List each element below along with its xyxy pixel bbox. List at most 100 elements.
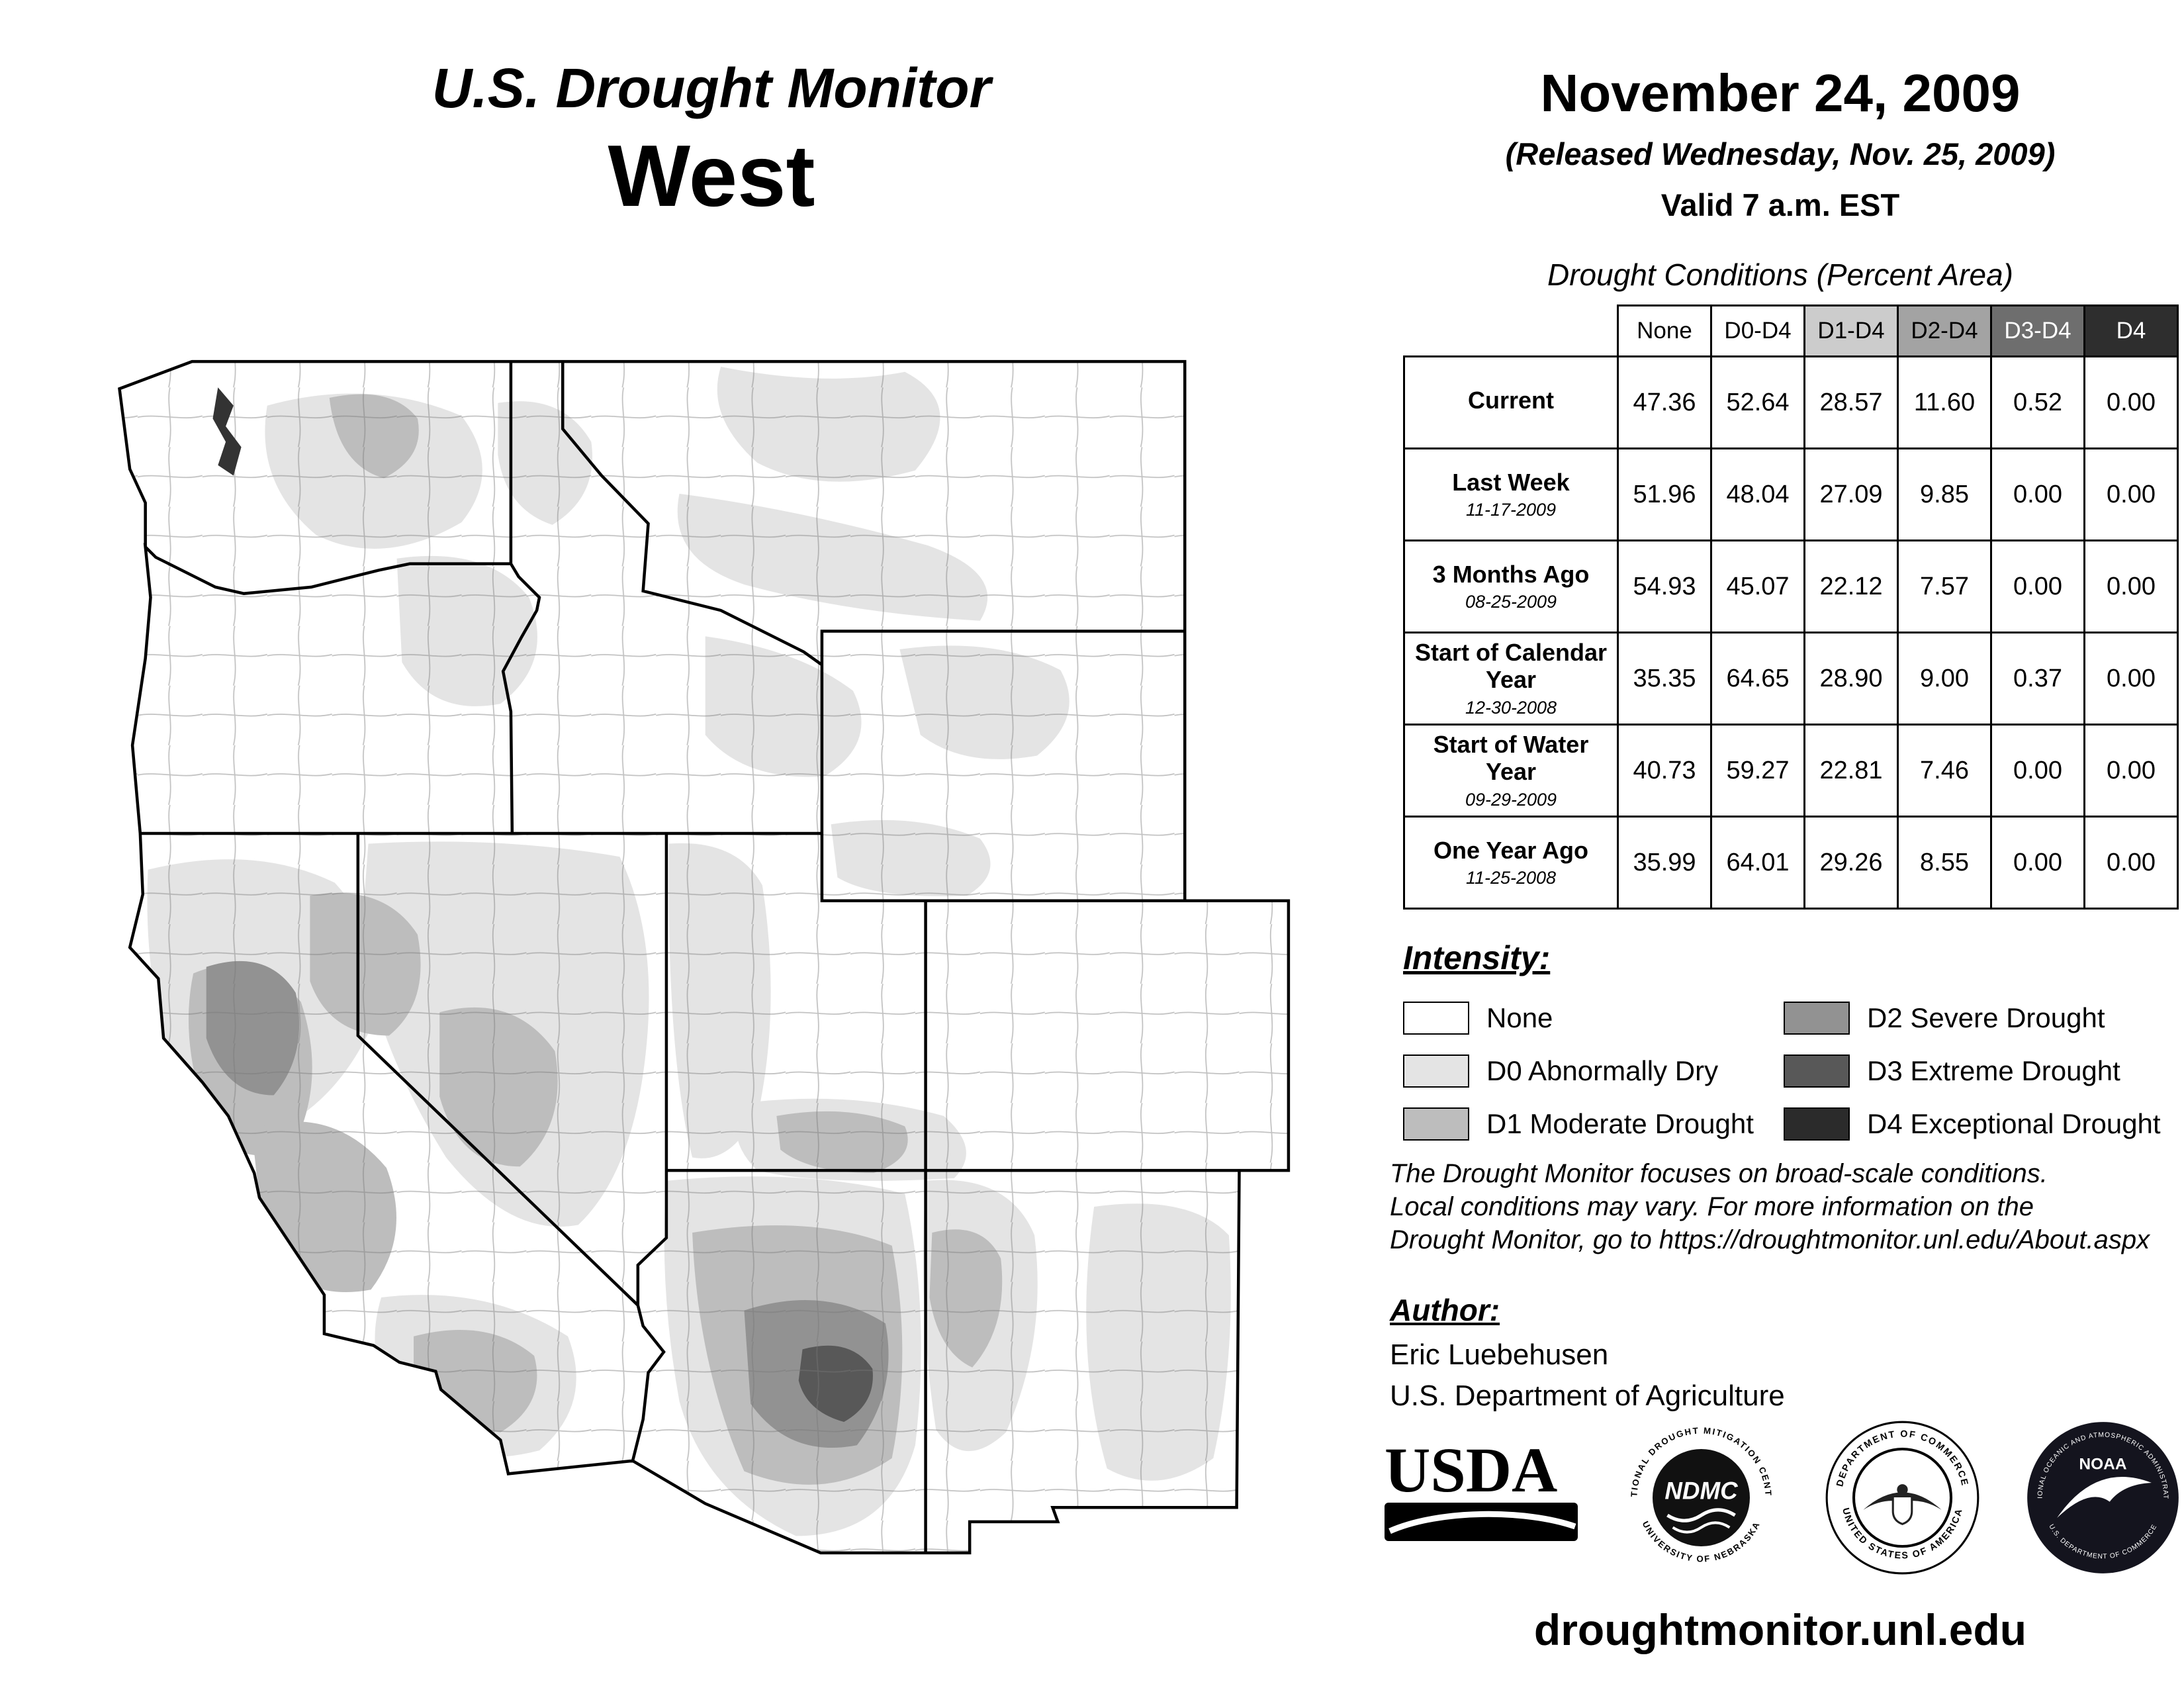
legend-swatch-d3	[1784, 1055, 1850, 1088]
table-row-one-year-ago: One Year Ago 11-25-2008 35.99 64.01 29.26…	[1403, 816, 2179, 910]
row-label: One Year Ago	[1433, 836, 1589, 864]
cell-value: 35.35	[1617, 632, 1712, 726]
noaa-logo: NATIONAL OCEANIC AND ATMOSPHERIC ADMINIS…	[2022, 1417, 2179, 1573]
cell-value: 9.85	[1897, 447, 1992, 541]
row-label: 3 Months Ago	[1432, 560, 1590, 588]
legend-swatch-d1	[1403, 1107, 1469, 1141]
cell-value: 28.90	[1803, 632, 1899, 726]
row-label: Start of Calendar Year	[1414, 639, 1608, 694]
county-lines	[119, 361, 1289, 1553]
usda-wordmark: USDA	[1385, 1434, 1557, 1505]
row-label: Last Week	[1452, 468, 1570, 496]
drought-map-svg	[73, 324, 1317, 1589]
usda-bar	[1385, 1502, 1578, 1541]
table-row-start-water-year: Start of Water Year 09-29-2009 40.73 59.2…	[1403, 724, 2179, 818]
cell-value: 0.37	[1990, 632, 2085, 726]
table-row-current: Current 47.36 52.64 28.57 11.60 0.52 0.0…	[1403, 355, 2179, 449]
noaa-seagull-icon	[2057, 1477, 2152, 1519]
cell-value: 0.00	[1990, 724, 2085, 818]
region-title: West	[608, 127, 815, 224]
cell-value: 45.07	[1710, 539, 1805, 633]
noaa-wordmark: NOAA	[2079, 1456, 2126, 1474]
ndmc-waves-icon	[1666, 1508, 1737, 1523]
page-title: U.S. Drought Monitor	[432, 57, 991, 119]
cell-value: 0.52	[1990, 355, 2085, 449]
cell-value: 9.00	[1897, 632, 1992, 726]
cell-value: 0.00	[2083, 816, 2179, 910]
disclaimer-text: The Drought Monitor focuses on broad-sca…	[1390, 1159, 2150, 1254]
date-block: November 24, 2009 (Released Wednesday, N…	[1390, 63, 2171, 223]
legend-swatch-d4	[1784, 1107, 1850, 1141]
column-header-d2-d4: D2-D4	[1897, 305, 1992, 357]
cell-value: 52.64	[1710, 355, 1805, 449]
usda-swoosh-icon	[1388, 1511, 1576, 1534]
cell-value: 51.96	[1617, 447, 1712, 541]
cell-value: 0.00	[1990, 816, 2085, 910]
intensity-legend: None D2 Severe Drought D0 Abnormally Dry…	[1403, 992, 2171, 1150]
column-header-d1-d4: D1-D4	[1803, 305, 1899, 357]
table-header-row: None D0-D4 D1-D4 D2-D4 D3-D4 D4	[1404, 305, 2179, 357]
row-sublabel: 11-17-2009	[1465, 500, 1557, 520]
column-header-d3-d4: D3-D4	[1990, 305, 2085, 357]
legend-item-d3: D3 Extreme Drought	[1784, 1045, 2171, 1098]
row-sublabel: 12-30-2008	[1465, 697, 1557, 718]
row-label: Start of Water Year	[1433, 731, 1589, 786]
row-label: Current	[1467, 387, 1554, 414]
cell-value: 0.00	[2083, 632, 2179, 726]
table-row-last-week: Last Week 11-17-2009 51.96 48.04 27.09 9.…	[1403, 447, 2179, 541]
ndmc-waves-icon	[1672, 1521, 1731, 1534]
drought-conditions-table: None D0-D4 D1-D4 D2-D4 D3-D4 D4 Current …	[1403, 305, 2179, 910]
cell-value: 0.00	[1990, 447, 2085, 541]
cell-value: 64.65	[1710, 632, 1805, 726]
author-heading: Author:	[1390, 1293, 1500, 1327]
column-header-d4: D4	[2083, 305, 2179, 357]
legend-swatch-d2	[1784, 1002, 1850, 1035]
cell-value: 22.81	[1803, 724, 1899, 818]
row-sublabel: 09-29-2009	[1465, 789, 1557, 810]
cell-value: 7.57	[1897, 539, 1992, 633]
commerce-logo: DEPARTMENT OF COMMERCE UNITED STATES OF …	[1825, 1421, 1979, 1575]
cell-value: 64.01	[1710, 816, 1805, 910]
author-name: Eric Luebehusen	[1390, 1338, 1609, 1371]
release-date: (Released Wednesday, Nov. 25, 2009)	[1505, 136, 2056, 171]
cell-value: 22.12	[1803, 539, 1899, 633]
cell-value: 11.60	[1897, 355, 1992, 449]
cell-value: 48.04	[1710, 447, 1805, 541]
table-corner-cell	[1404, 306, 1618, 357]
cell-value: 47.36	[1617, 355, 1712, 449]
row-sublabel: 08-25-2009	[1465, 592, 1557, 612]
table-title: Drought Conditions (Percent Area)	[1547, 258, 2013, 292]
legend-item-d0: D0 Abnormally Dry	[1403, 1045, 1784, 1098]
intensity-heading: Intensity:	[1403, 939, 1551, 976]
ndmc-circle	[1653, 1449, 1751, 1546]
cell-value: 59.27	[1710, 724, 1805, 818]
cell-value: 0.00	[2083, 539, 2179, 633]
cell-value: 0.00	[2083, 447, 2179, 541]
legend-swatch-none	[1403, 1002, 1469, 1035]
legend-swatch-d0	[1403, 1055, 1469, 1088]
cell-value: 28.57	[1803, 355, 1899, 449]
legend-item-d4: D4 Exceptional Drought	[1784, 1098, 2171, 1150]
usda-logo: USDA	[1385, 1434, 1578, 1541]
puget-sound-water	[212, 387, 242, 476]
table-row-start-calendar-year: Start of Calendar Year 12-30-2008 35.35 6…	[1403, 632, 2179, 726]
legend-item-d1: D1 Moderate Drought	[1403, 1098, 1784, 1150]
drought-map	[73, 324, 1317, 1589]
cell-value: 0.00	[2083, 355, 2179, 449]
cell-value: 8.55	[1897, 816, 1992, 910]
report-date: November 24, 2009	[1540, 64, 2021, 122]
ndmc-wordmark: NDMC	[1665, 1477, 1739, 1505]
column-header-d0-d4: D0-D4	[1710, 305, 1805, 357]
column-header-none: None	[1617, 305, 1712, 357]
table-row-3-months-ago: 3 Months Ago 08-25-2009 54.93 45.07 22.12…	[1403, 539, 2179, 633]
commerce-shield	[1891, 1495, 1913, 1525]
author-org: U.S. Department of Agriculture	[1390, 1380, 1785, 1412]
ndmc-logo: NDMC NATIONAL DROUGHT MITIGATION CENTER …	[1620, 1417, 1772, 1564]
cell-value: 35.99	[1617, 816, 1712, 910]
legend-item-d2: D2 Severe Drought	[1784, 992, 2171, 1045]
cell-value: 27.09	[1803, 447, 1899, 541]
site-url: droughtmonitor.unl.edu	[1533, 1605, 2027, 1654]
cell-value: 0.00	[1990, 539, 2085, 633]
cell-value: 0.00	[2083, 724, 2179, 818]
